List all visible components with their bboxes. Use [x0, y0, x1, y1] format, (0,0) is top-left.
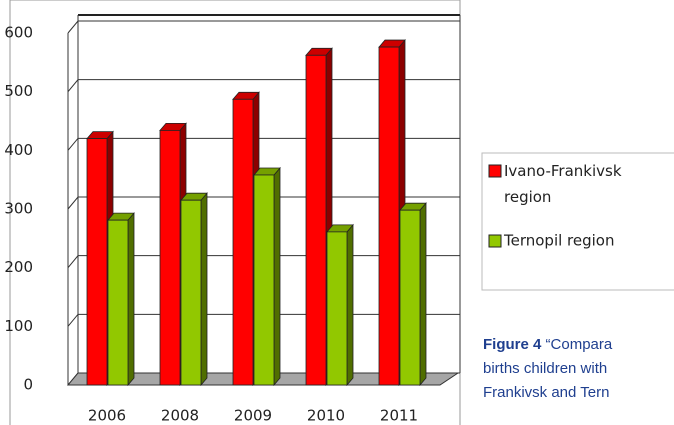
caption-line: Figure 4 “Compara	[483, 333, 674, 357]
x-tick-label: 2008	[161, 407, 199, 425]
y-tick-label: 400	[4, 141, 33, 159]
bar-front	[107, 219, 129, 386]
legend-swatch	[488, 164, 502, 178]
x-tick-label: 2011	[380, 407, 418, 425]
legend-swatch	[488, 234, 502, 248]
bar	[180, 192, 208, 387]
x-tick-label: 2006	[88, 407, 126, 425]
caption-text: “Compara	[545, 336, 613, 353]
legend: Ivano-Frankivsk regionIvano-Frankivskreg…	[488, 162, 622, 250]
bar	[399, 202, 427, 387]
y-tick-label: 300	[4, 200, 33, 218]
y-tick-label: 500	[4, 82, 33, 100]
bar-front	[180, 199, 202, 386]
y-tick-label: 0	[23, 376, 33, 394]
caption-line: births children with	[483, 360, 608, 377]
x-tick-label: 2009	[234, 407, 272, 425]
bar-side	[419, 202, 427, 387]
bar-front	[159, 129, 181, 386]
x-tick-label: 2010	[307, 407, 345, 425]
caption-label: Figure 4	[483, 336, 542, 353]
bar-front	[86, 138, 108, 386]
bar-front	[378, 46, 400, 386]
y-tick-label: 600	[4, 24, 33, 42]
bar	[326, 223, 354, 387]
caption: Figure 4 “Compara births children with F…	[483, 333, 674, 405]
legend-box	[481, 152, 674, 291]
bar-front	[253, 174, 275, 386]
bar-front	[305, 54, 327, 386]
bar-front	[232, 98, 254, 386]
bar	[107, 212, 135, 387]
y-tick-label: 200	[4, 258, 33, 276]
bar-side	[127, 212, 135, 387]
legend-label-wrap: Ivano-Frankivsk region	[504, 162, 622, 206]
bar-side	[346, 223, 354, 387]
bar-front	[326, 231, 348, 386]
caption-line: Frankivsk and Tern	[483, 384, 610, 401]
bar-side	[200, 192, 208, 387]
bar	[253, 166, 281, 387]
plot: 0 100 200 300 400 500 600 2006 2008 2009 2010 2011	[4, 14, 461, 425]
legend-label: Ternopil region	[503, 232, 615, 250]
y-tick-label: 100	[4, 317, 33, 335]
bar-front	[399, 209, 421, 386]
bar-side	[273, 166, 281, 387]
